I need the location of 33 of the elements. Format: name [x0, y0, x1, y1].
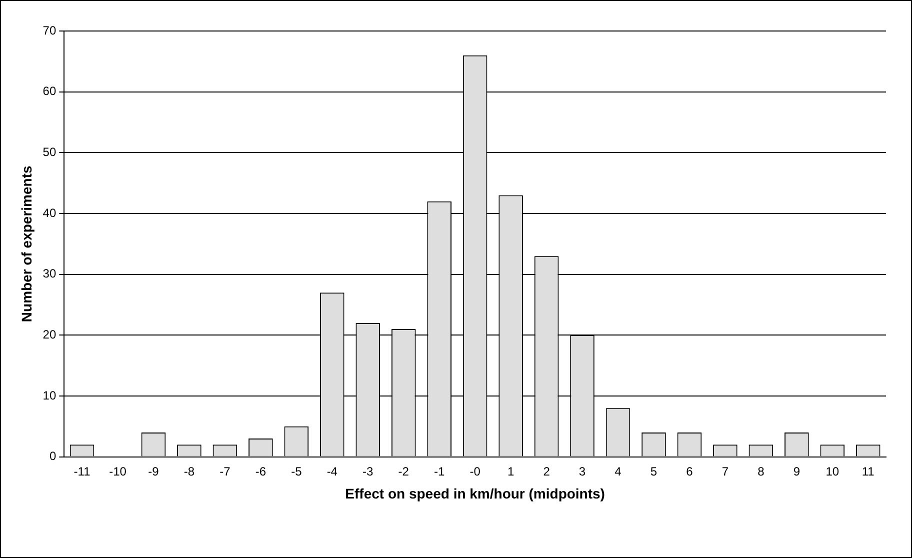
y-tick-label: 20: [42, 327, 56, 342]
x-tick-label: 8: [758, 464, 765, 478]
y-tick-label: 50: [42, 144, 56, 159]
x-tick-label: -10: [109, 464, 127, 478]
x-tick-label: -6: [255, 464, 266, 478]
x-tick-label: -8: [184, 464, 195, 478]
x-axis-title: Effect on speed in km/hour (midpoints): [345, 485, 605, 502]
x-tick-label: -9: [148, 464, 160, 478]
y-tick-label: 40: [42, 206, 56, 220]
x-tick-label: -7: [220, 464, 231, 478]
x-tick-label: 10: [826, 464, 840, 478]
y-tick-label: 0: [49, 449, 56, 464]
x-tick-label: 2: [543, 464, 550, 478]
x-tick-label: 5: [650, 464, 658, 478]
x-tick-label: -2: [398, 464, 410, 478]
x-tick-label: 7: [722, 464, 729, 478]
y-tick-label: 30: [42, 266, 56, 281]
y-tick-label: 70: [42, 23, 56, 38]
x-tick-label: -0: [470, 464, 481, 478]
x-tick-label: 6: [686, 464, 694, 478]
x-tick-label: 4: [614, 464, 622, 478]
x-tick-label: 1: [507, 464, 514, 478]
x-tick-label: -1: [434, 464, 445, 478]
x-tick-label: -4: [326, 464, 338, 478]
y-tick-label: 60: [42, 84, 56, 98]
x-tick-label: 11: [862, 464, 875, 478]
y-axis-title: Number of experiments: [18, 166, 34, 322]
x-tick-label: -3: [362, 464, 374, 478]
x-tick-label: 3: [578, 464, 586, 478]
y-tick-label: 10: [42, 388, 56, 402]
x-tick-label: 9: [793, 464, 800, 478]
x-tick-label: -11: [74, 464, 91, 478]
x-tick-label: -5: [291, 464, 302, 478]
